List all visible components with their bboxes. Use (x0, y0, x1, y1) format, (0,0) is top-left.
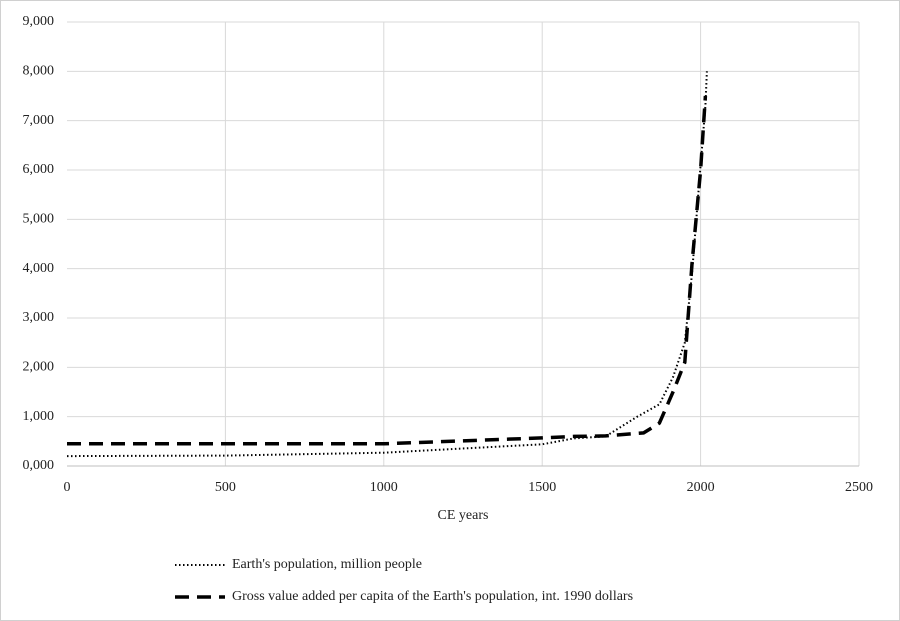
y-tick-label: 3,000 (23, 310, 55, 325)
x-tick-label: 1500 (528, 480, 556, 495)
line-series (67, 95, 708, 446)
x-tick-label: 1000 (370, 480, 398, 495)
y-tick-label: 0,000 (23, 458, 55, 473)
x-tick-label: 0 (64, 480, 71, 495)
y-tick-label: 9,000 (23, 14, 55, 29)
y-tick-label: 2,000 (23, 360, 55, 375)
y-tick-label: 4,000 (23, 261, 55, 276)
y-tick-label: 1,000 (23, 409, 55, 424)
x-axis-label: CE years (438, 508, 489, 523)
y-tick-label: 8,000 (23, 64, 55, 79)
y-tick-label: 7,000 (23, 113, 55, 128)
legend-label: Earth's population, million people (232, 557, 422, 572)
y-tick-label: 6,000 (23, 162, 55, 177)
y-tick-label: 5,000 (23, 212, 55, 227)
x-tick-label: 2000 (687, 480, 715, 495)
legend-label: Gross value added per capita of the Eart… (232, 589, 633, 604)
x-tick-label: 2500 (845, 480, 873, 495)
x-tick-label: 500 (215, 480, 236, 495)
